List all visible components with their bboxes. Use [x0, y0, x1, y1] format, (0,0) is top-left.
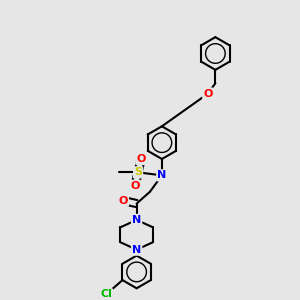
- Text: O: O: [136, 154, 146, 164]
- Text: Cl: Cl: [100, 290, 112, 299]
- Text: S: S: [134, 167, 142, 177]
- Text: N: N: [132, 244, 141, 255]
- Text: O: O: [203, 88, 213, 99]
- Text: N: N: [132, 215, 141, 225]
- Text: O: O: [130, 181, 140, 191]
- Text: O: O: [118, 196, 128, 206]
- Text: N: N: [157, 170, 167, 180]
